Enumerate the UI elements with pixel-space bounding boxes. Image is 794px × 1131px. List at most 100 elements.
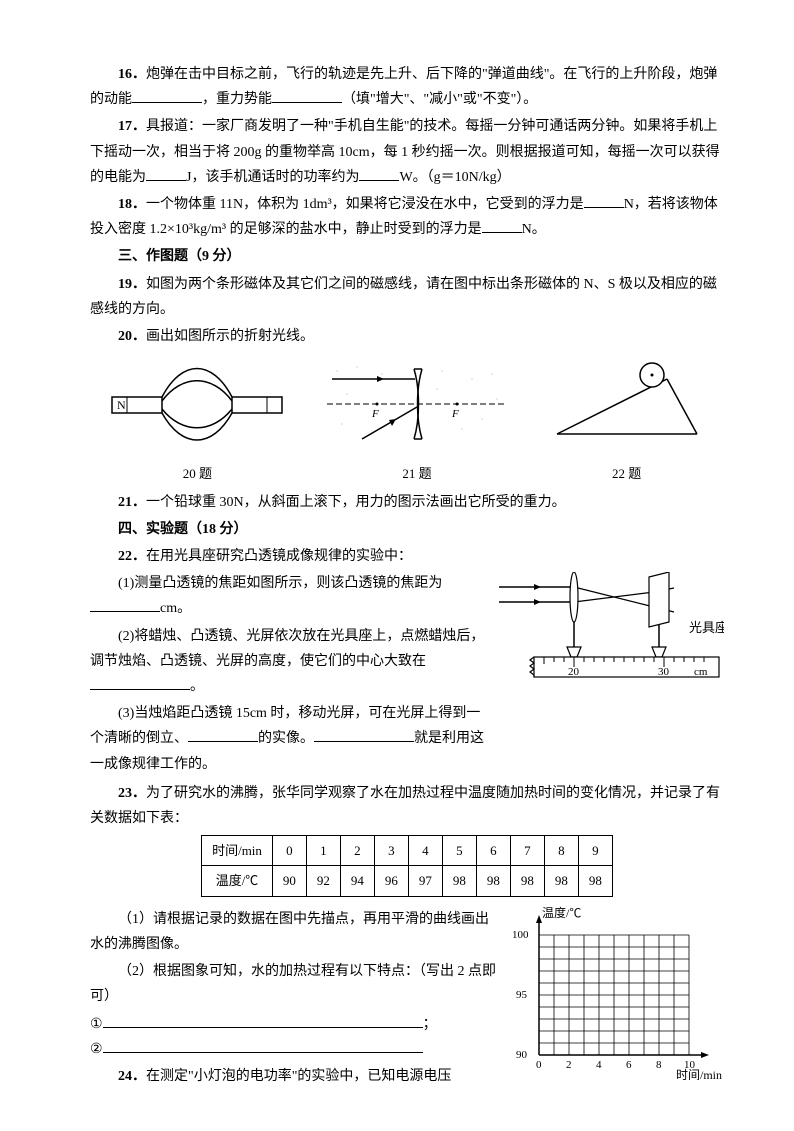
table-cell: 6	[476, 836, 510, 866]
q20-text: 画出如图所示的折射光线。	[146, 329, 314, 344]
q19-number: 19．	[118, 277, 146, 292]
bench-label: 光具座	[689, 620, 724, 635]
q22-p1a: (1)测量凸透镜的焦距如图所示，则该凸透镜的焦距为	[118, 576, 442, 591]
q23-intro: 为了研究水的沸腾，张华同学观察了水在加热过程中温度随加热时间的变化情况，并记录了…	[90, 786, 720, 826]
table-cell: 4	[408, 836, 442, 866]
question-22-wrap: 22．在用光具座研究凸透镜成像规律的实验中： (1)测量凸透镜的焦距如图所示，则…	[90, 542, 724, 779]
q21-text: 一个铅球重 30N，从斜面上滚下，用力的图示法画出它所受的重力。	[146, 495, 566, 510]
q23-a1-label: ①	[90, 1017, 103, 1032]
table-cell: 98	[578, 866, 612, 896]
table-cell: 时间/min	[202, 836, 273, 866]
figure-20: N 20 题	[107, 359, 287, 486]
focal-f2-label: F	[451, 408, 459, 420]
xtick-8: 8	[656, 1059, 662, 1071]
q22-number: 22．	[118, 549, 146, 564]
q16-blank2[interactable]	[272, 88, 342, 103]
table-cell: 温度/℃	[202, 866, 273, 896]
tick-cm: cm	[694, 666, 708, 678]
q23-answer1[interactable]	[103, 1013, 423, 1028]
q17-text3: W。（g＝10N/kg）	[399, 170, 510, 185]
q22-blank1[interactable]	[90, 597, 160, 612]
chart-xlabel: 时间/min	[676, 1068, 722, 1080]
q24-number: 24．	[118, 1069, 146, 1084]
q23-part1: （1）请根据记录的数据在图中先描点，再用平滑的曲线画出水的沸腾图像。	[90, 907, 496, 957]
focal-f1-label: F	[371, 408, 379, 420]
q23-bottom-wrap: （1）请根据记录的数据在图中先描点，再用平滑的曲线画出水的沸腾图像。 （2）根据…	[90, 905, 724, 1091]
q22-intro: 在用光具座研究凸透镜成像规律的实验中：	[146, 549, 412, 564]
section-4-title: 四、实验题（18 分）	[90, 517, 724, 542]
table-cell: 97	[408, 866, 442, 896]
fig20-label: 20 题	[107, 462, 287, 485]
table-cell: 8	[544, 836, 578, 866]
xtick-2: 2	[566, 1059, 572, 1071]
table-cell: 5	[442, 836, 476, 866]
question-17: 17．具报道：一家厂商发明了一种"手机自生能"的技术。每摇一分钟可通话两分钟。如…	[90, 114, 724, 190]
ytick-90: 90	[516, 1049, 528, 1061]
table-cell: 90	[272, 866, 306, 896]
q17-number: 17．	[118, 119, 146, 134]
q23-a2-label: ②	[90, 1042, 103, 1057]
table-cell: 0	[272, 836, 306, 866]
q22-figure: 光具座 20 30 cm	[494, 572, 724, 696]
table-cell: 96	[374, 866, 408, 896]
q18-number: 18．	[118, 197, 146, 212]
xtick-6: 6	[626, 1059, 632, 1071]
q22-blank2[interactable]	[90, 675, 190, 690]
question-24: 24．在测定"小灯泡的电功率"的实验中，已知电源电压	[90, 1064, 496, 1089]
q17-blank2[interactable]	[359, 166, 399, 181]
figure-22: 22 题	[547, 359, 707, 486]
section-3-title: 三、作图题（9 分）	[90, 244, 724, 269]
question-20: 20．画出如图所示的折射光线。	[90, 324, 724, 349]
q22-part3: (3)当烛焰距凸透镜 15cm 时，移动光屏，可在光屏上得到一个清晰的倒立、的实…	[90, 701, 486, 777]
ytick-100: 100	[512, 929, 529, 941]
q22-p3b: 的实像。	[258, 731, 314, 746]
question-22: 22．在用光具座研究凸透镜成像规律的实验中：	[90, 544, 486, 569]
figure-21: F F 21 题	[322, 359, 512, 486]
q22-blank3[interactable]	[188, 727, 258, 742]
table-row-data: 温度/℃90929496979898989898	[202, 866, 613, 896]
question-23: 23．为了研究水的沸腾，张华同学观察了水在加热过程中温度随加热时间的变化情况，并…	[90, 781, 724, 831]
table-cell: 98	[544, 866, 578, 896]
q24-text: 在测定"小灯泡的电功率"的实验中，已知电源电压	[146, 1069, 451, 1084]
q19-text: 如图为两个条形磁体及其它们之间的磁感线，请在图中标出条形磁体的 N、S 极以及相…	[90, 277, 717, 317]
q16-text3: （填"增大"、"减小"或"不变"）。	[342, 92, 537, 107]
q23-number: 23．	[118, 786, 146, 801]
q18-blank1[interactable]	[584, 193, 624, 208]
q23-chart: 温度/℃ 90 95 100 0 2 4 6 8 10 时间/min	[504, 905, 724, 1089]
question-21: 21．一个铅球重 30N，从斜面上滚下，用力的图示法画出它所受的重力。	[90, 490, 724, 515]
fig22-label: 22 题	[547, 462, 707, 485]
magnet-n-label: N	[117, 398, 126, 412]
chart-ylabel: 温度/℃	[542, 905, 581, 920]
question-19: 19．如图为两个条形磁体及其它们之间的磁感线，请在图中标出条形磁体的 N、S 极…	[90, 272, 724, 322]
q23-answer2[interactable]	[103, 1038, 423, 1053]
q23-part2: （2）根据图象可知，水的加热过程有以下特点：（写出 2 点即可）	[90, 959, 496, 1009]
table-row-header: 时间/min0123456789	[202, 836, 613, 866]
q22-blank4[interactable]	[314, 727, 414, 742]
table-cell: 98	[476, 866, 510, 896]
table-cell: 92	[306, 866, 340, 896]
q16-number: 16．	[118, 67, 146, 82]
figure-row: N 20 题 F F	[90, 359, 724, 486]
q16-blank1[interactable]	[132, 88, 202, 103]
tick-20: 20	[568, 666, 580, 678]
magnet-diagram: N	[107, 359, 287, 449]
question-18: 18．一个物体重 11N，体积为 1dm³，如果将它浸没在水中，它受到的浮力是N…	[90, 192, 724, 242]
q18-blank2[interactable]	[482, 218, 522, 233]
incline-diagram	[547, 359, 707, 449]
table-cell: 1	[306, 836, 340, 866]
q17-blank1[interactable]	[146, 166, 186, 181]
table-cell: 94	[340, 866, 374, 896]
temperature-chart: 温度/℃ 90 95 100 0 2 4 6 8 10 时间/min	[504, 905, 724, 1080]
question-16: 16．炮弹在击中目标之前，飞行的轨迹是先上升、后下降的"弹道曲线"。在飞行的上升…	[90, 62, 724, 112]
q18-text1: 一个物体重 11N，体积为 1dm³，如果将它浸没在水中，它受到的浮力是	[146, 197, 584, 212]
q22-part1: (1)测量凸透镜的焦距如图所示，则该凸透镜的焦距为cm。	[90, 571, 486, 621]
xtick-0: 0	[536, 1059, 542, 1071]
optical-bench-diagram: 光具座 20 30 cm	[494, 572, 724, 687]
q16-text2: ，重力势能	[202, 92, 272, 107]
fig21-label: 21 题	[322, 462, 512, 485]
table-cell: 9	[578, 836, 612, 866]
q23-answer2-wrap: ②	[90, 1037, 496, 1062]
q22-p2b: 。	[190, 679, 204, 694]
table-cell: 98	[442, 866, 476, 896]
q21-number: 21．	[118, 495, 146, 510]
